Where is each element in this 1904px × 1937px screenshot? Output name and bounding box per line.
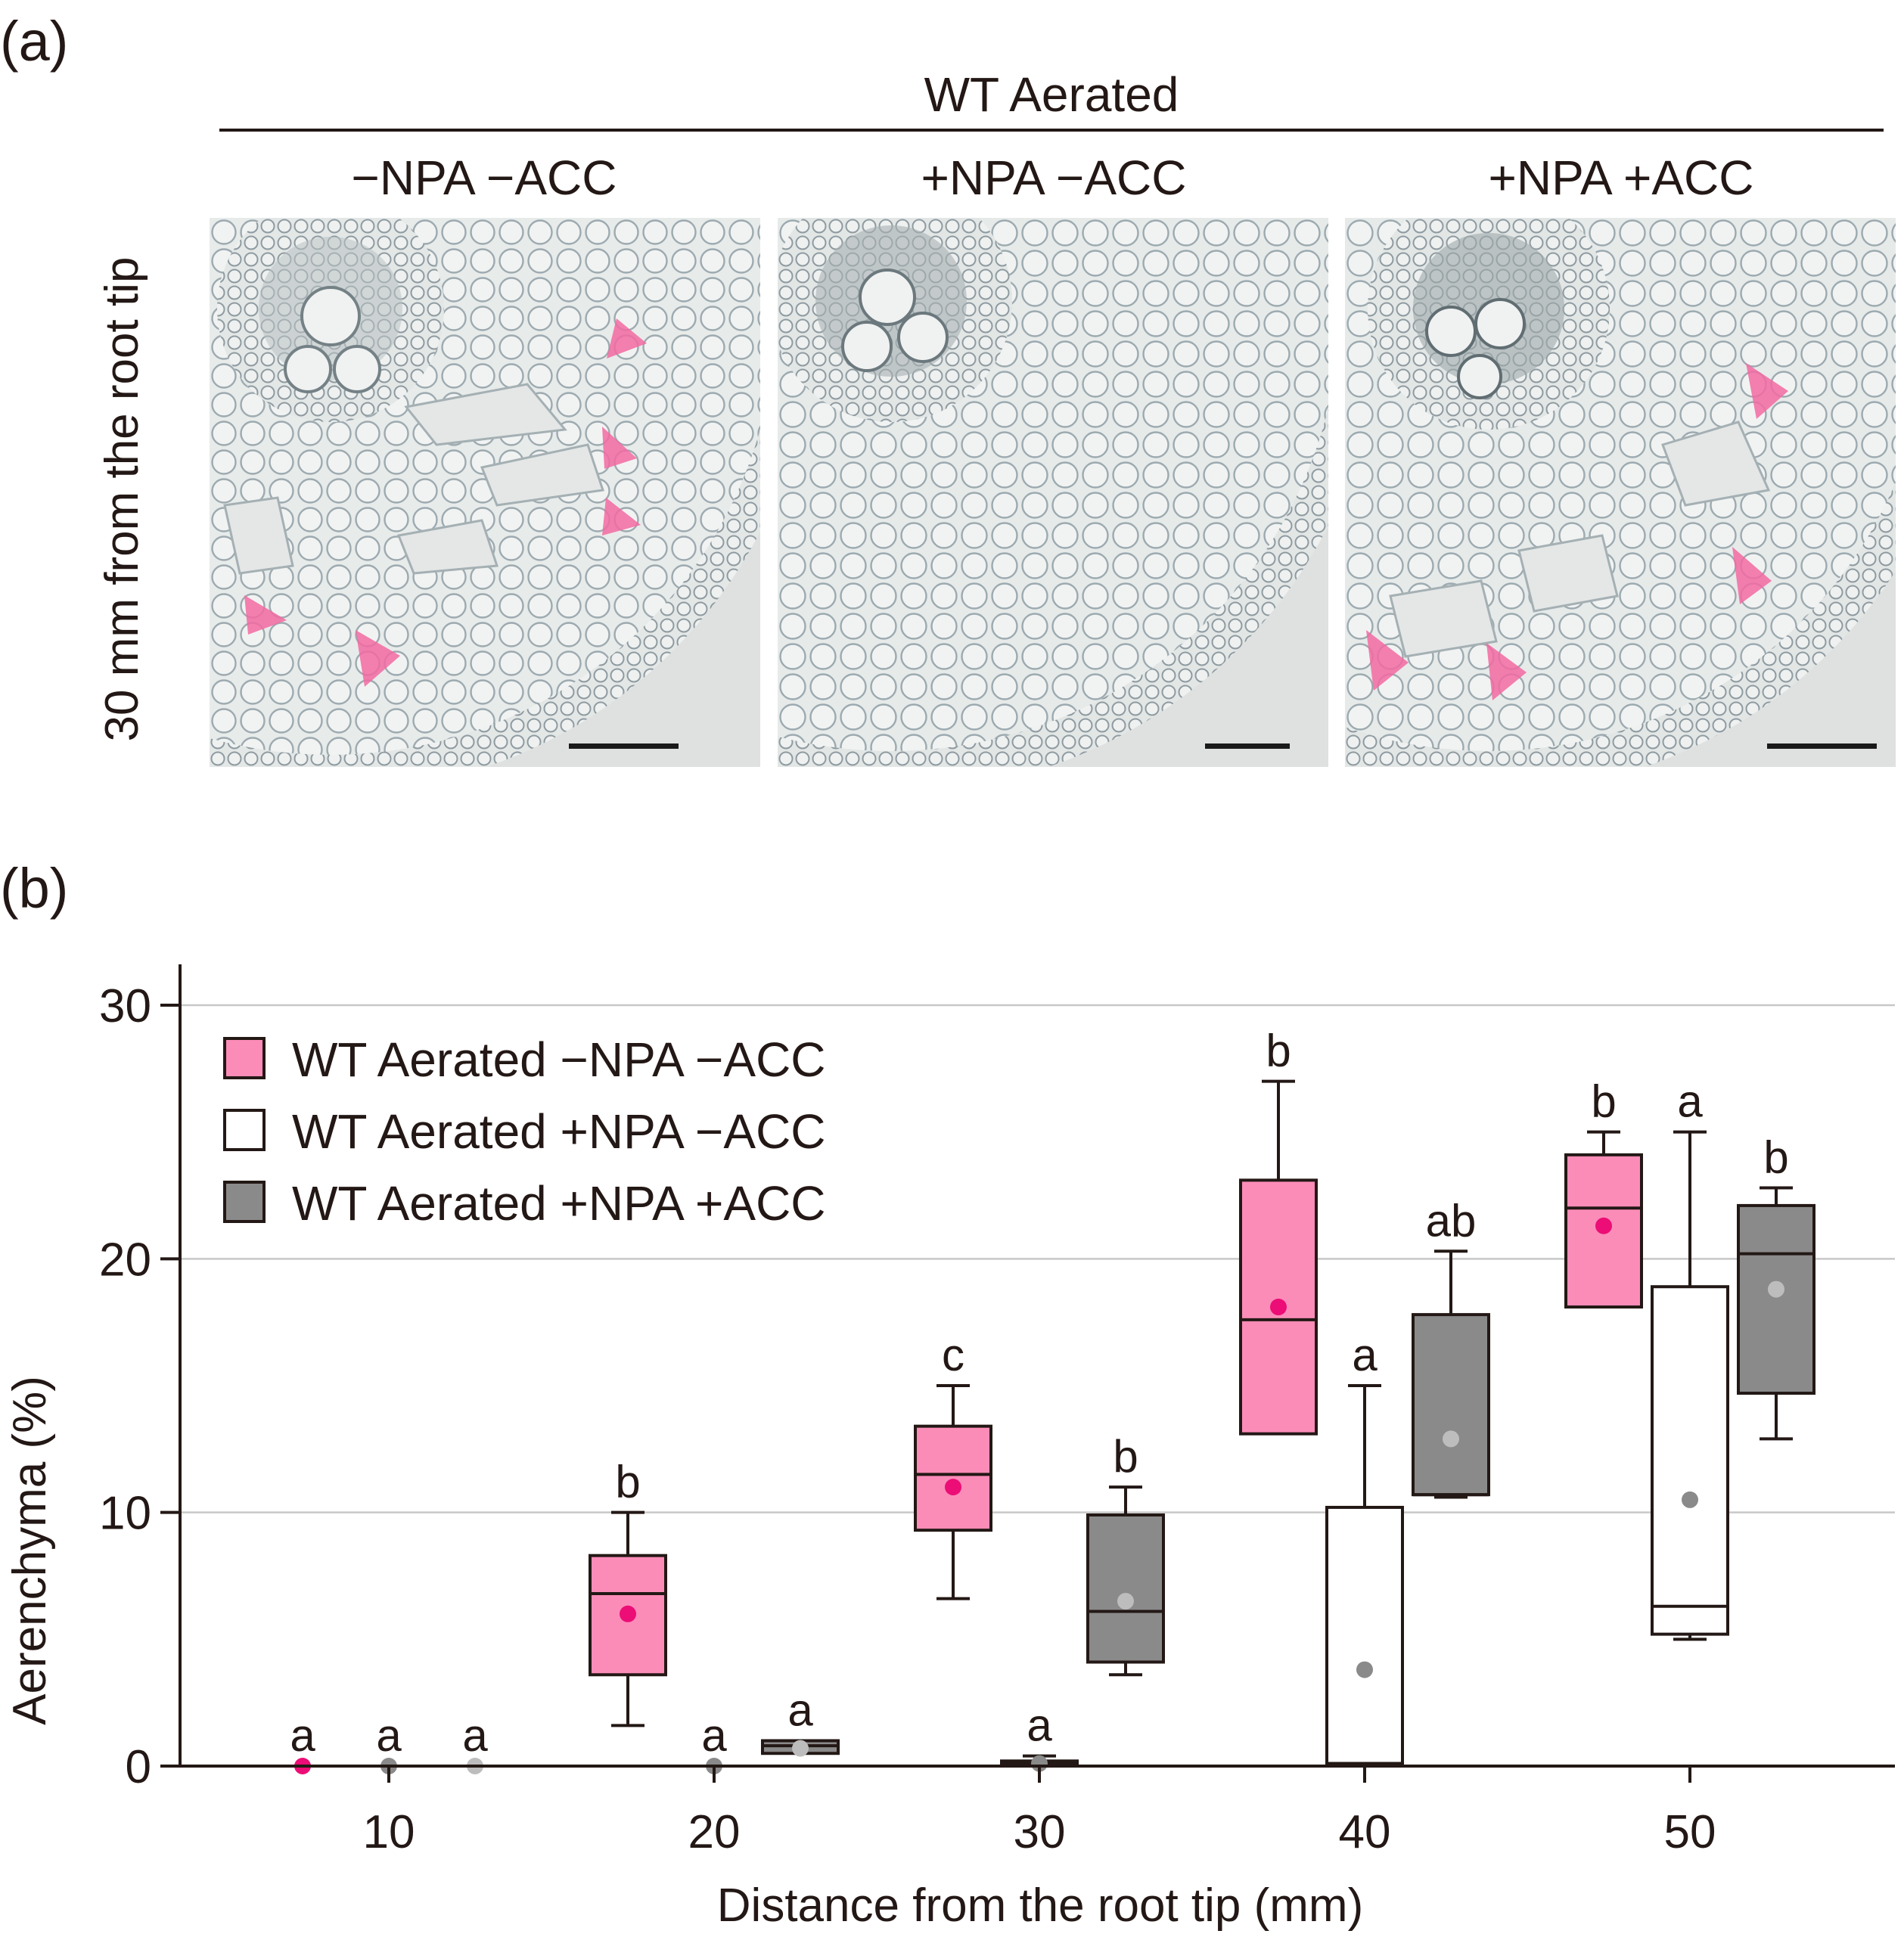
box-body <box>1412 1313 1490 1497</box>
condition-label-2: +NPA −ACC <box>921 151 1187 205</box>
letter-3-30: b <box>1113 1431 1138 1482</box>
box-2-40 <box>1325 1384 1404 1768</box>
box-3-50 <box>1737 1186 1815 1441</box>
mean-dot <box>1117 1593 1134 1610</box>
letter-3-10: a <box>462 1710 488 1761</box>
x-tick-label-40: 40 <box>1339 1806 1391 1858</box>
y-tick-label-20: 20 <box>99 1234 151 1286</box>
x-tick-label-10: 10 <box>363 1806 415 1858</box>
y-tick-label-0: 0 <box>126 1741 151 1793</box>
box-body <box>589 1554 667 1677</box>
box-2-30 <box>1000 1754 1079 1772</box>
mean-dot <box>620 1605 636 1622</box>
legend: WT Aerated −NPA −ACC WT Aerated +NPA −ACC… <box>223 1032 826 1231</box>
mean-dot <box>1270 1299 1287 1316</box>
box-body <box>1325 1505 1404 1765</box>
legend-swatch-1 <box>223 1037 266 1079</box>
axis-ticks: 0 10 20 30 10 20 30 40 50 <box>99 980 1716 1858</box>
axes <box>179 964 1895 1768</box>
mean-dot <box>1768 1280 1784 1298</box>
box-body <box>1737 1203 1815 1395</box>
mean-dot <box>945 1479 961 1496</box>
y-tick-label-10: 10 <box>99 1488 151 1540</box>
box-2-50 <box>1651 1130 1729 1641</box>
x-tick-label-20: 20 <box>688 1806 741 1858</box>
letter-2-40: a <box>1352 1330 1378 1380</box>
box-series <box>294 1079 1815 1774</box>
panel-a-label: (a) <box>0 10 69 73</box>
scale-bar <box>569 743 679 749</box>
arrowhead-1 <box>607 318 647 359</box>
legend-label-2: WT Aerated +NPA −ACC <box>292 1104 826 1159</box>
box-1-20 <box>589 1510 667 1727</box>
letter-1-50: b <box>1591 1076 1616 1127</box>
letter-1-20: b <box>615 1457 640 1507</box>
letter-3-40: ab <box>1426 1195 1477 1246</box>
box-1-40 <box>1239 1079 1318 1436</box>
mean-dot <box>1356 1661 1373 1678</box>
scale-bar <box>1767 743 1877 749</box>
mean-dot <box>1443 1430 1459 1448</box>
group-rule <box>219 129 1884 132</box>
legend-swatch-3 <box>223 1181 266 1223</box>
box-3-40 <box>1412 1249 1490 1499</box>
box-body <box>914 1424 992 1532</box>
box-1-50 <box>1564 1130 1643 1309</box>
panel-b-label: (b) <box>0 857 69 920</box>
letter-1-40: b <box>1266 1026 1291 1076</box>
box-1-30 <box>914 1384 992 1600</box>
letter-3-50: b <box>1763 1131 1788 1182</box>
x-tick-label-50: 50 <box>1664 1806 1716 1858</box>
micrograph-npa-plus-acc-minus <box>778 218 1328 767</box>
micrograph-npa-plus-acc-plus <box>1345 218 1896 767</box>
letter-1-10: a <box>290 1710 315 1761</box>
group-title: WT Aerated <box>924 67 1179 122</box>
mean-dot <box>1595 1217 1612 1234</box>
y-tick-label-30: 30 <box>99 980 151 1032</box>
x-tick-label-30: 30 <box>1014 1806 1066 1858</box>
legend-swatch-2 <box>223 1109 266 1151</box>
letter-2-10: a <box>376 1710 402 1761</box>
letter-2-50: a <box>1677 1076 1703 1127</box>
side-axis-label: 30 mm from the root tip <box>96 256 148 742</box>
letter-3-20: a <box>787 1684 813 1735</box>
letter-2-30: a <box>1027 1700 1052 1751</box>
mean-dot <box>1682 1491 1698 1508</box>
box-3-30 <box>1086 1485 1165 1677</box>
condition-label-3: +NPA +ACC <box>1488 151 1754 205</box>
micrograph-npa-minus-acc-minus <box>210 218 760 767</box>
letter-1-30: c <box>942 1330 964 1380</box>
box-body <box>1086 1513 1165 1664</box>
scale-bar <box>1205 743 1290 749</box>
legend-label-1: WT Aerated −NPA −ACC <box>292 1032 826 1087</box>
mean-dot <box>1031 1755 1048 1772</box>
y-axis-label: Aerenchyma (%) <box>4 1376 56 1725</box>
box-body <box>1651 1285 1729 1636</box>
letter-2-20: a <box>701 1710 727 1761</box>
box-3-20 <box>761 1739 840 1757</box>
condition-label-1: −NPA −ACC <box>351 151 617 205</box>
mean-dot <box>792 1740 809 1757</box>
legend-label-3: WT Aerated +NPA +ACC <box>292 1176 826 1231</box>
x-axis-label: Distance from the root tip (mm) <box>717 1880 1363 1932</box>
